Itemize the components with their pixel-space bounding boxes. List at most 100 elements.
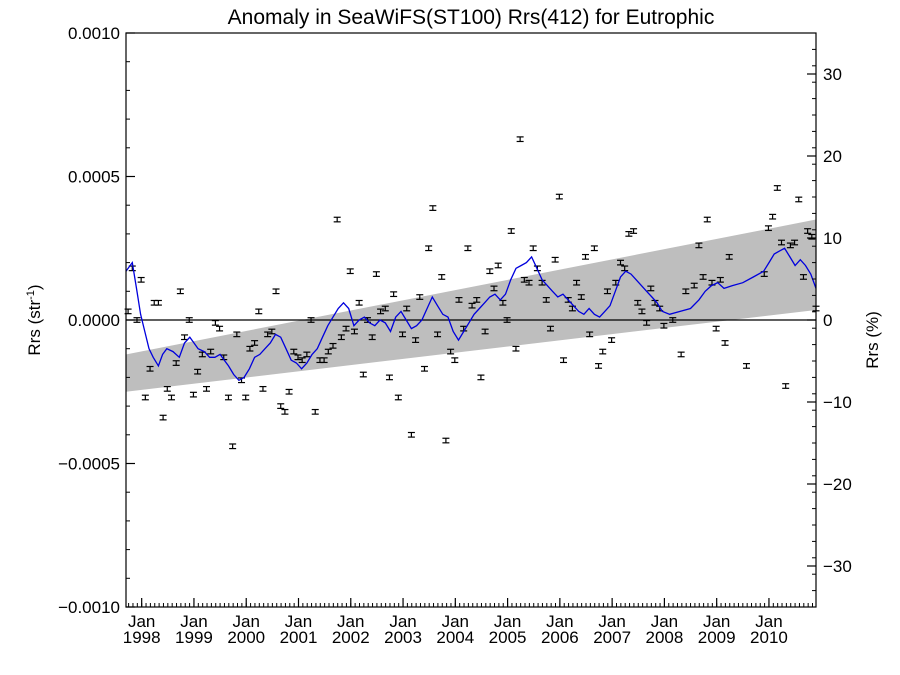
x-tick-year: 2004: [436, 628, 474, 647]
data-point: [255, 308, 263, 315]
y-tick-label: 0.0005: [68, 168, 120, 187]
data-point: [290, 348, 298, 355]
data-point: [324, 348, 332, 355]
data-point: [473, 297, 481, 303]
data-point: [194, 368, 202, 375]
data-point: [229, 443, 237, 450]
data-point: [503, 317, 511, 323]
x-tick-month: Jan: [128, 612, 155, 631]
y2-tick-label: 0: [823, 311, 832, 330]
data-point: [163, 385, 171, 392]
chart-title: Anomaly in SeaWiFS(ST100) Rrs(412) for E…: [228, 6, 715, 29]
data-point: [586, 331, 594, 338]
x-tick-month: Jan: [180, 612, 207, 631]
data-point: [490, 285, 498, 292]
data-points-layer: [124, 136, 820, 450]
y-tick-label: 0.0000: [68, 311, 120, 330]
data-point: [381, 305, 389, 312]
running-mean-line: [125, 247, 817, 382]
data-point: [355, 299, 363, 306]
data-point: [804, 228, 812, 234]
data-point: [486, 268, 494, 275]
data-point: [581, 253, 589, 260]
y-tick-label: −0.0010: [58, 598, 120, 617]
data-point: [181, 334, 189, 341]
data-point: [350, 328, 358, 335]
y-tick-label: 0.0010: [68, 24, 120, 43]
data-point: [203, 385, 210, 392]
data-point: [442, 437, 450, 444]
data-point: [695, 242, 703, 249]
data-point: [690, 282, 698, 289]
data-point: [477, 374, 485, 381]
data-point: [468, 302, 476, 309]
data-point: [346, 268, 354, 275]
data-point: [725, 253, 733, 260]
data-point: [216, 325, 224, 332]
data-point: [390, 291, 398, 298]
y-axis-label-sup: -1: [25, 290, 37, 300]
data-point: [337, 334, 345, 341]
data-point: [399, 331, 407, 338]
data-point: [294, 354, 302, 361]
data-point: [394, 394, 402, 401]
data-point: [303, 351, 311, 358]
data-point: [368, 334, 376, 341]
y-axis-label: Rrs (str-1): [25, 284, 44, 355]
x-tick-month: Jan: [598, 612, 625, 631]
data-point: [451, 357, 459, 364]
data-point: [298, 357, 306, 364]
data-point: [146, 365, 154, 372]
data-point: [420, 365, 428, 372]
x-tick-year: 1999: [175, 628, 213, 647]
data-point: [603, 288, 611, 295]
data-point: [159, 414, 167, 421]
data-point: [333, 216, 341, 223]
data-point: [233, 331, 241, 338]
data-point: [251, 340, 259, 346]
data-point: [494, 262, 502, 269]
data-point: [189, 391, 197, 398]
data-point: [560, 357, 568, 364]
data-point: [407, 431, 415, 438]
left-y-axis: −0.0010 −0.0005 0.0000 0.0005 0.0010: [58, 24, 135, 617]
y2-tick-label: 10: [823, 229, 842, 248]
data-point: [520, 276, 528, 283]
data-point: [529, 245, 537, 252]
x-tick-month: Jan: [233, 612, 260, 631]
data-point: [712, 325, 720, 332]
data-point: [634, 299, 642, 306]
data-point: [786, 242, 794, 249]
data-point: [359, 371, 367, 378]
data-point: [573, 279, 581, 286]
data-point: [630, 228, 638, 234]
data-point: [207, 348, 215, 355]
data-point: [185, 317, 193, 323]
data-point: [791, 239, 799, 246]
data-point: [660, 322, 668, 329]
x-tick-year: 2005: [489, 628, 527, 647]
data-point: [599, 348, 607, 355]
data-point: [455, 297, 463, 303]
data-point: [259, 385, 267, 392]
data-point: [699, 274, 707, 280]
data-point: [224, 394, 232, 401]
data-point: [447, 348, 455, 355]
data-point: [425, 245, 433, 252]
data-point: [137, 276, 145, 283]
x-tick-month: Jan: [442, 612, 469, 631]
data-point: [546, 325, 554, 332]
data-point: [285, 388, 293, 395]
data-point: [608, 337, 616, 343]
data-point: [385, 374, 393, 381]
y2-tick-label: 30: [823, 65, 842, 84]
running-mean-layer: [125, 247, 817, 382]
data-point: [307, 317, 315, 323]
data-point: [525, 279, 533, 286]
data-point: [438, 274, 446, 280]
x-tick-month: Jan: [546, 612, 573, 631]
data-point: [516, 136, 524, 143]
data-point: [507, 228, 515, 234]
data-point: [638, 308, 646, 315]
